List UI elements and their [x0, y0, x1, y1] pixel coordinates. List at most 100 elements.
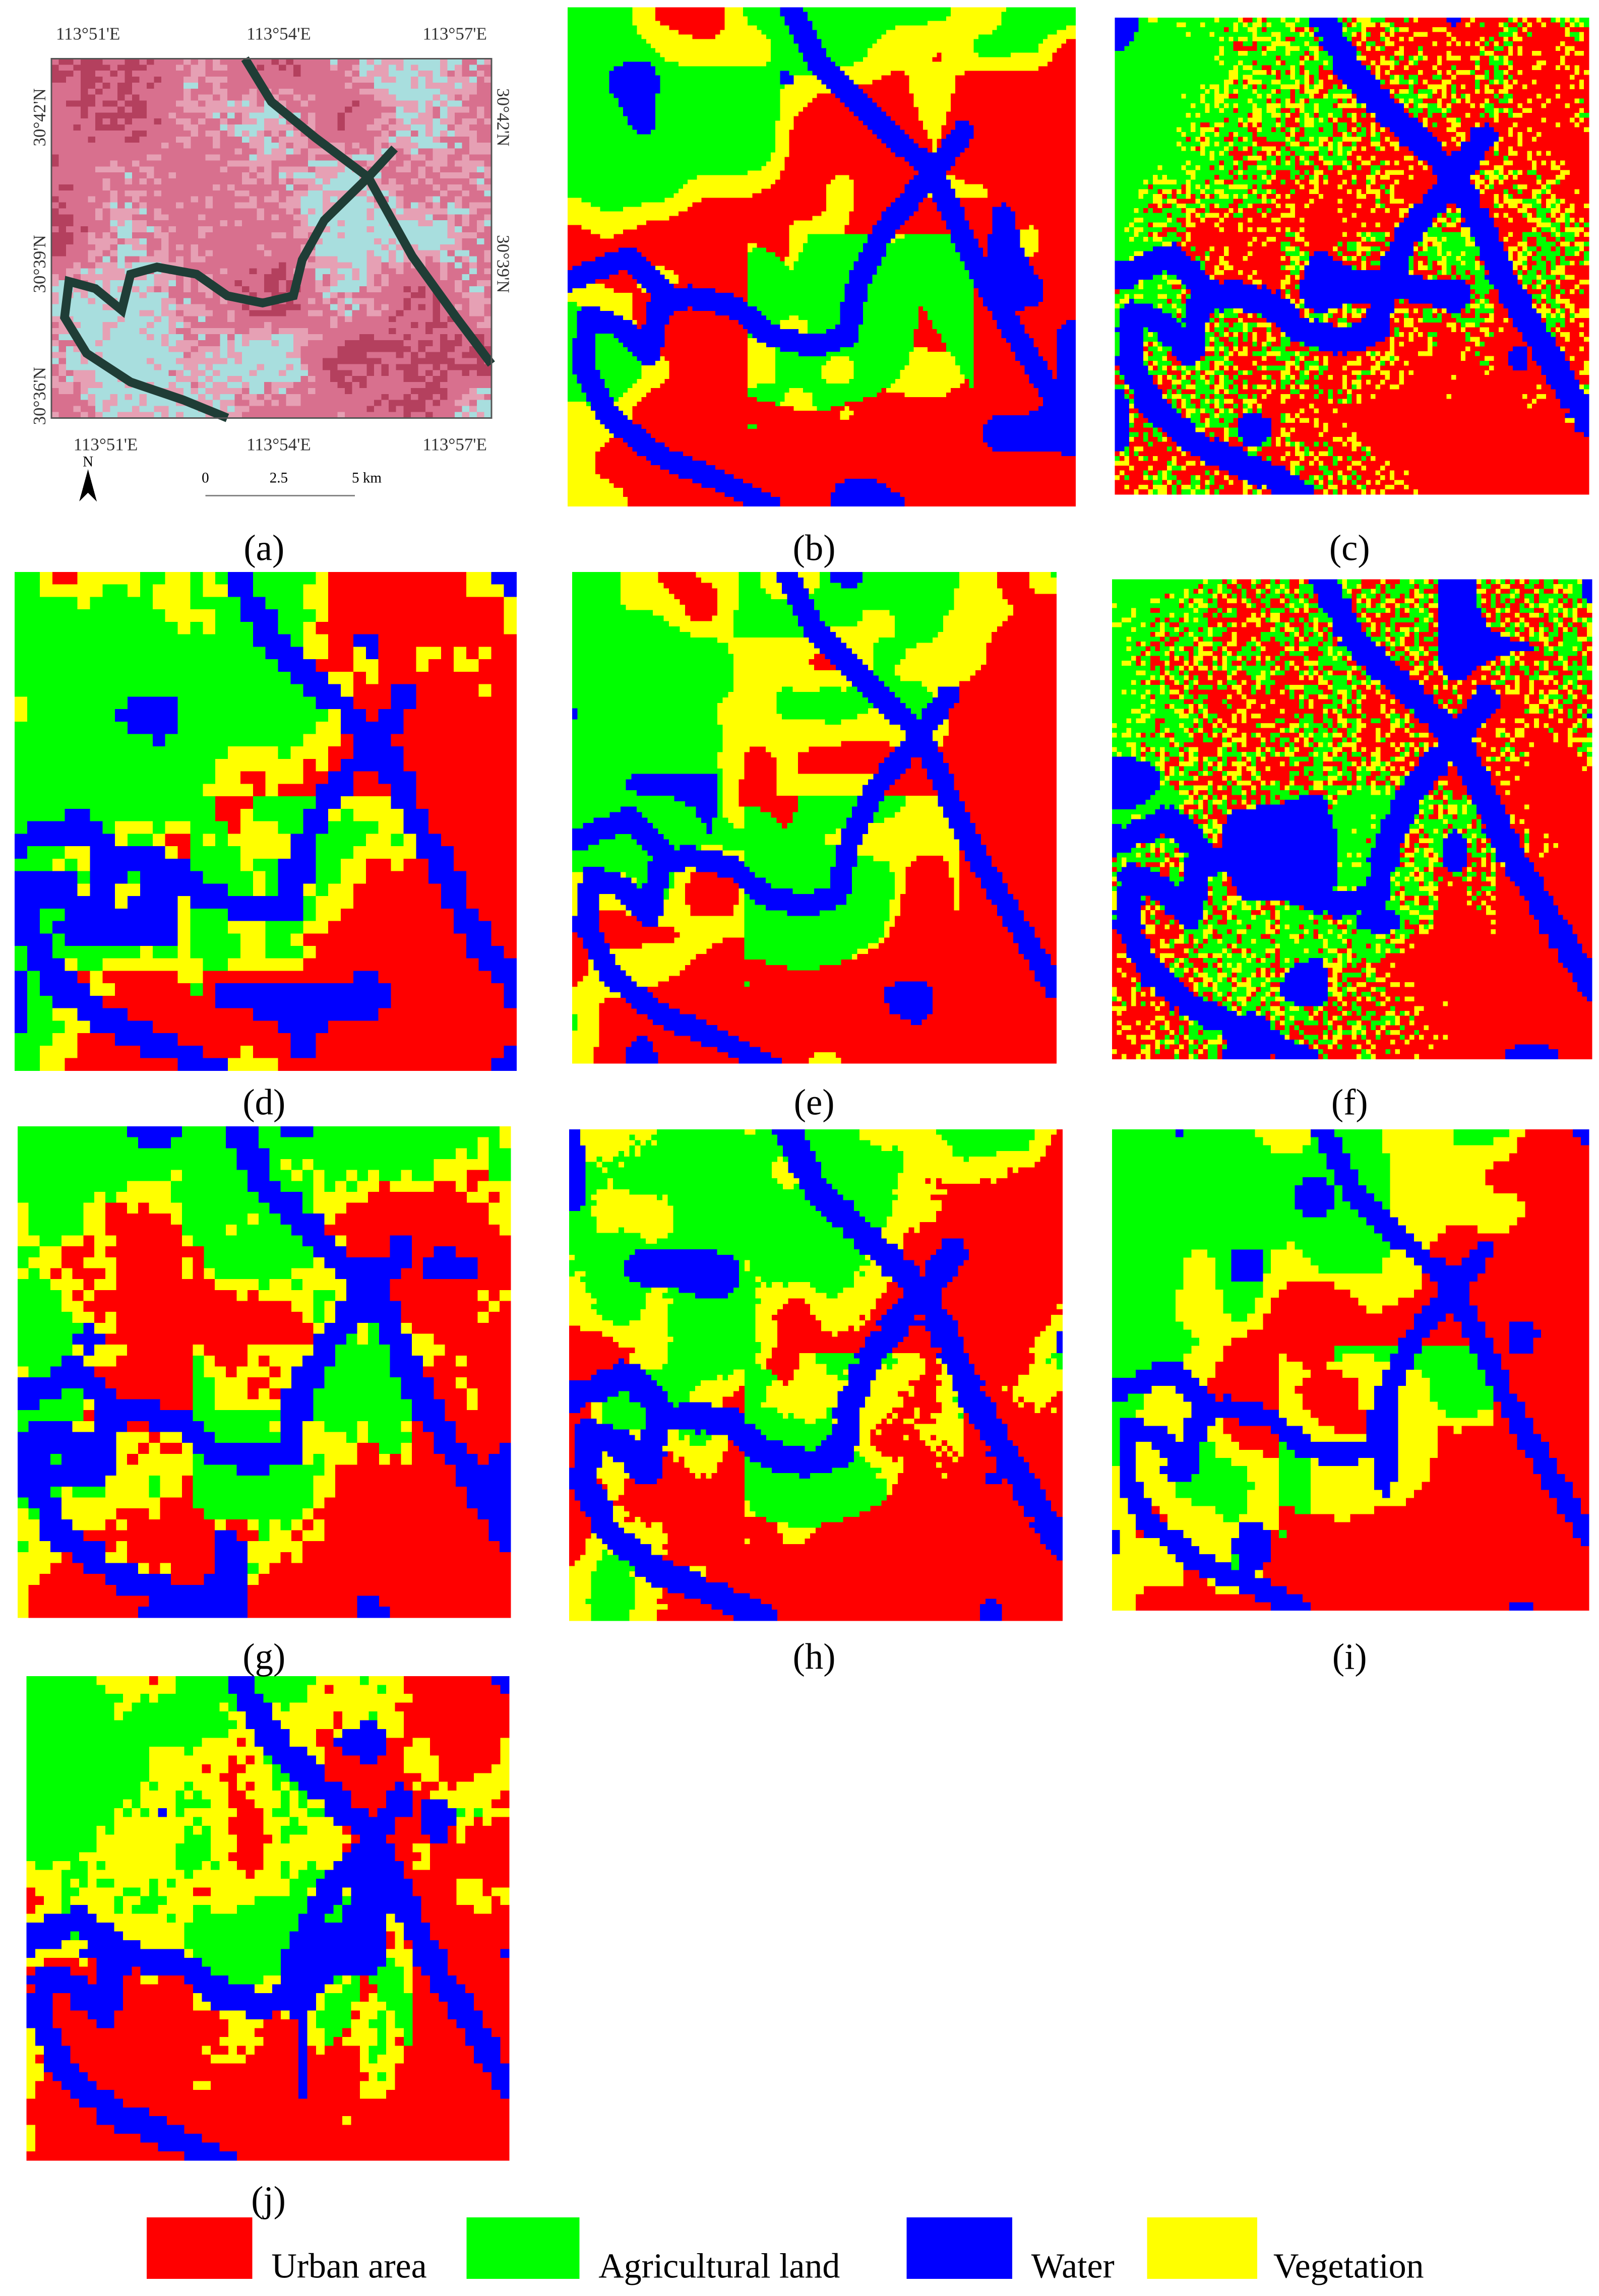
map-cell	[1357, 94, 1390, 99]
map-cell	[1579, 246, 1585, 252]
map-cell	[1157, 385, 1173, 390]
map-cell	[1366, 179, 1372, 185]
map-cell	[1460, 308, 1466, 314]
map-cell	[1223, 379, 1234, 386]
map-cell	[1366, 251, 1372, 257]
map-cell	[1285, 141, 1291, 147]
map-cell	[1309, 251, 1315, 257]
map-cell	[1522, 236, 1528, 242]
map-cell	[748, 21, 785, 26]
map-cell	[1361, 484, 1367, 490]
map-cell	[909, 356, 956, 362]
map-cell	[1209, 399, 1215, 404]
map-cell	[1167, 475, 1177, 481]
map-cell	[1423, 165, 1428, 171]
map-cell	[590, 202, 642, 208]
map-cell	[1295, 117, 1301, 123]
map-cell	[808, 238, 869, 244]
map-cell	[1214, 475, 1224, 481]
map-cell	[1446, 265, 1452, 271]
map-cell	[1413, 332, 1419, 338]
map-cell	[609, 438, 624, 443]
map-cell	[1300, 280, 1466, 285]
map-cell	[1247, 137, 1253, 142]
map-cell	[1262, 356, 1267, 361]
map-cell	[1342, 351, 1348, 357]
map-cell	[1186, 399, 1191, 404]
map-cell	[1223, 365, 1229, 371]
map-cell	[923, 198, 933, 203]
map-cell	[1408, 75, 1419, 80]
map-cell	[1480, 122, 1485, 128]
map-cell	[1120, 365, 1149, 371]
map-cell	[1176, 365, 1182, 371]
map-cell	[1579, 289, 1585, 295]
map-cell	[1195, 113, 1201, 118]
map-cell	[1115, 422, 1130, 428]
map-cell	[278, 871, 317, 884]
map-cell	[1252, 218, 1272, 223]
map-cell	[1541, 22, 1547, 28]
map-cell	[1138, 27, 1224, 33]
map-cell	[1300, 98, 1305, 104]
map-cell	[568, 293, 633, 298]
map-cell	[1318, 418, 1566, 423]
map-cell	[1271, 332, 1281, 338]
map-cell	[1371, 170, 1376, 175]
map-cell	[1115, 213, 1167, 219]
map-cell	[165, 609, 216, 622]
map-cell	[1579, 113, 1589, 118]
map-cell	[1152, 332, 1158, 338]
map-cell	[1120, 298, 1130, 304]
map-cell	[1304, 98, 1310, 104]
map-cell	[1389, 70, 1419, 76]
map-cell	[770, 152, 790, 158]
map-cell	[1309, 385, 1315, 390]
map-cell	[1366, 447, 1372, 452]
map-cell	[1134, 418, 1149, 423]
map-cell	[789, 238, 809, 244]
map-cell	[1115, 337, 1120, 342]
map-cell	[1555, 298, 1570, 304]
map-cell	[955, 161, 1076, 167]
map-cell	[872, 43, 974, 49]
map-cell	[969, 384, 974, 389]
map-cell	[1380, 46, 1386, 51]
map-cell	[1181, 375, 1187, 380]
map-cell	[1385, 32, 1390, 37]
map-cell	[1323, 427, 1329, 433]
map-cell	[1546, 327, 1552, 333]
map-cell	[1318, 389, 1324, 395]
map-cell	[568, 89, 610, 94]
map-cell	[1357, 470, 1376, 476]
map-cell	[1480, 160, 1490, 166]
map-cell	[1366, 55, 1381, 61]
map-cell	[1200, 394, 1206, 400]
map-cell	[1280, 89, 1291, 95]
map-cell	[1555, 294, 1561, 299]
map-cell	[1394, 60, 1400, 66]
map-cell	[1361, 489, 1367, 495]
map-cell	[1394, 351, 1419, 357]
map-cell	[1257, 89, 1272, 95]
map-cell	[1200, 98, 1206, 104]
map-cell	[15, 796, 216, 809]
map-cell	[1555, 313, 1561, 318]
map-cell	[228, 746, 279, 759]
map-cell	[780, 107, 804, 112]
map-cell	[1584, 117, 1589, 123]
map-cell	[1351, 385, 1357, 390]
map-cell	[609, 80, 661, 85]
map-cell	[1480, 165, 1495, 171]
map-cell	[1555, 84, 1561, 90]
map-cell	[1584, 256, 1589, 262]
map-cell	[918, 207, 938, 212]
map-cell	[1115, 41, 1130, 47]
map-cell	[1451, 98, 1457, 104]
map-cell	[568, 393, 587, 398]
map-cell	[1371, 122, 1376, 128]
map-cell	[1304, 379, 1343, 386]
map-cell	[1290, 170, 1301, 175]
map-cell	[1385, 489, 1414, 495]
map-cell	[1214, 127, 1220, 133]
